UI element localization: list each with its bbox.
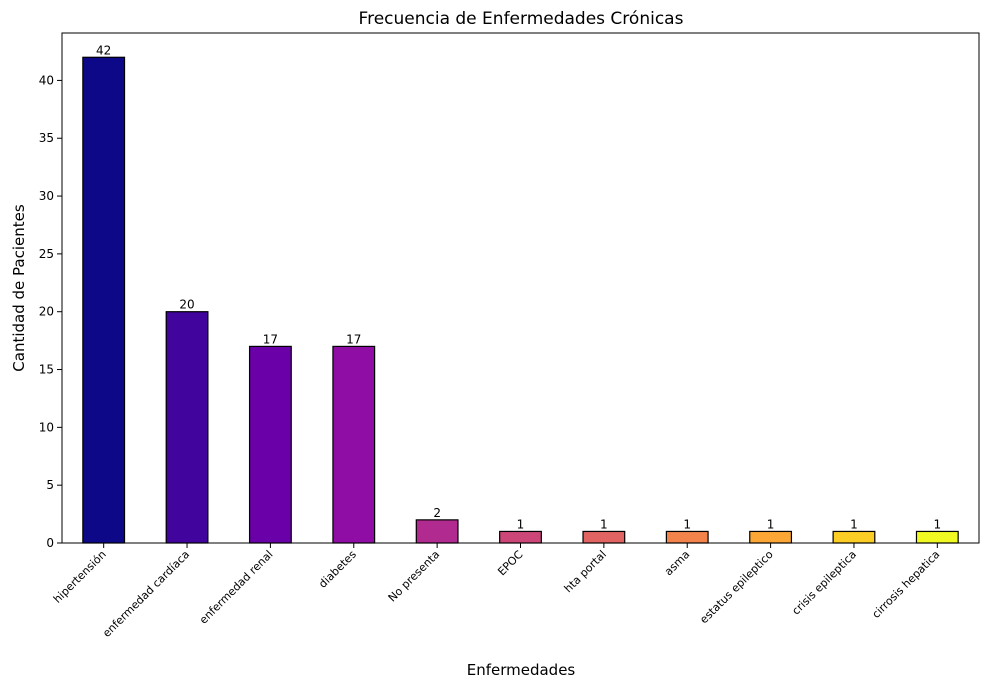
y-tick-label: 0: [46, 536, 54, 550]
bar: [415, 519, 459, 544]
x-tick-label: EPOC: [495, 548, 526, 579]
bar: [248, 345, 292, 544]
x-tick-label: estatus epileptico: [697, 548, 776, 627]
y-axis-ticks: 0 5 10 15 20 25 30 35 40: [39, 73, 62, 550]
x-tick-label: crisis epileptica: [789, 548, 859, 618]
x-tick-label: enfermedad cardíaca: [100, 548, 192, 640]
x-axis-label: Enfermedades: [467, 661, 576, 679]
x-tick-label: enfermedad renal: [197, 548, 276, 627]
data-label: 1: [933, 517, 941, 531]
data-label: 1: [600, 517, 608, 531]
bar: [749, 530, 793, 544]
bar: [165, 311, 209, 544]
x-tick-label: asma: [662, 548, 692, 578]
x-tick-label: diabetes: [316, 548, 359, 591]
data-label: 42: [96, 43, 111, 57]
data-label: 17: [263, 332, 278, 346]
data-label: 1: [767, 517, 775, 531]
data-label: 1: [517, 517, 525, 531]
y-tick-label: 5: [46, 478, 54, 492]
y-tick-label: 25: [39, 247, 54, 261]
y-axis-label: Cantidad de Pacientes: [10, 204, 28, 372]
data-label: 20: [179, 298, 194, 312]
y-tick-label: 35: [39, 131, 54, 145]
x-tick-label: cirrosis hepatica: [870, 548, 943, 621]
data-label: 1: [850, 517, 858, 531]
bar: [832, 530, 876, 544]
y-tick-label: 10: [39, 420, 54, 434]
data-label: 1: [683, 517, 691, 531]
x-tick-label: hipertensión: [51, 548, 109, 606]
bar: [82, 56, 126, 544]
chart-title: Frecuencia de Enfermedades Crónicas: [359, 9, 684, 29]
y-tick-label: 40: [39, 73, 54, 87]
data-label: 17: [346, 332, 361, 346]
plot-frame: [61, 32, 980, 544]
bar: [499, 530, 542, 544]
bars-group: 42 20 17 17 2 1 1 1 1 1 1: [82, 43, 959, 544]
data-label: 2: [433, 506, 441, 520]
y-tick-label: 30: [39, 189, 54, 203]
y-tick-label: 15: [39, 363, 54, 377]
bar: [915, 530, 959, 544]
x-tick-label: No presenta: [386, 548, 443, 605]
bar: [582, 530, 626, 544]
y-tick-label: 20: [39, 305, 54, 319]
bar: [332, 345, 376, 544]
x-tick-label: hta portal: [562, 548, 609, 595]
bar: [665, 530, 709, 544]
